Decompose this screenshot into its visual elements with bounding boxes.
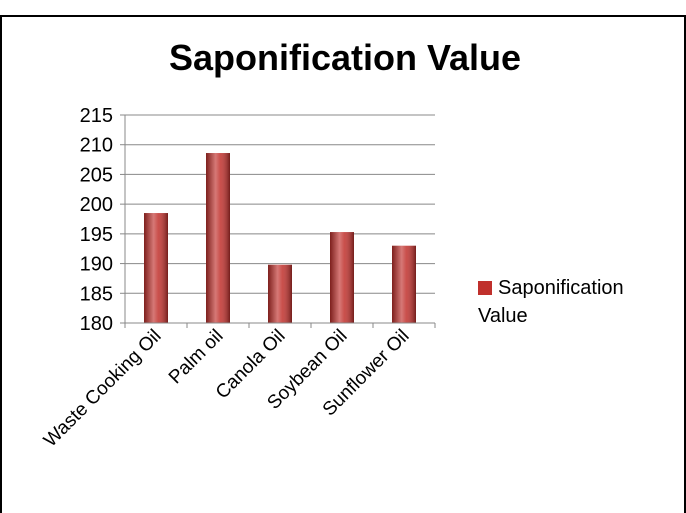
bar-shine bbox=[392, 245, 416, 323]
y-tick-label: 185 bbox=[80, 283, 113, 305]
y-tick-label: 180 bbox=[80, 313, 113, 335]
x-tick-label: Palm oil bbox=[165, 326, 228, 389]
chart-title: Saponification Value bbox=[169, 37, 521, 78]
y-tick-label: 215 bbox=[80, 105, 113, 127]
y-tick-label: 190 bbox=[80, 254, 113, 276]
y-tick-label: 200 bbox=[80, 194, 113, 216]
bar-shine bbox=[144, 213, 168, 323]
legend-swatch bbox=[478, 281, 492, 295]
y-tick-label: 205 bbox=[80, 164, 113, 186]
y-tick-label: 210 bbox=[80, 135, 113, 157]
bar-shine bbox=[330, 232, 354, 323]
bar-shine bbox=[206, 153, 230, 323]
x-tick-label: Waste Cooking Oil bbox=[40, 326, 166, 452]
bar-shine bbox=[268, 264, 292, 323]
y-tick-label: 195 bbox=[80, 224, 113, 246]
legend: Saponification Value bbox=[478, 274, 668, 330]
legend-label: Saponification Value bbox=[478, 277, 624, 327]
chart-frame bbox=[0, 15, 686, 513]
